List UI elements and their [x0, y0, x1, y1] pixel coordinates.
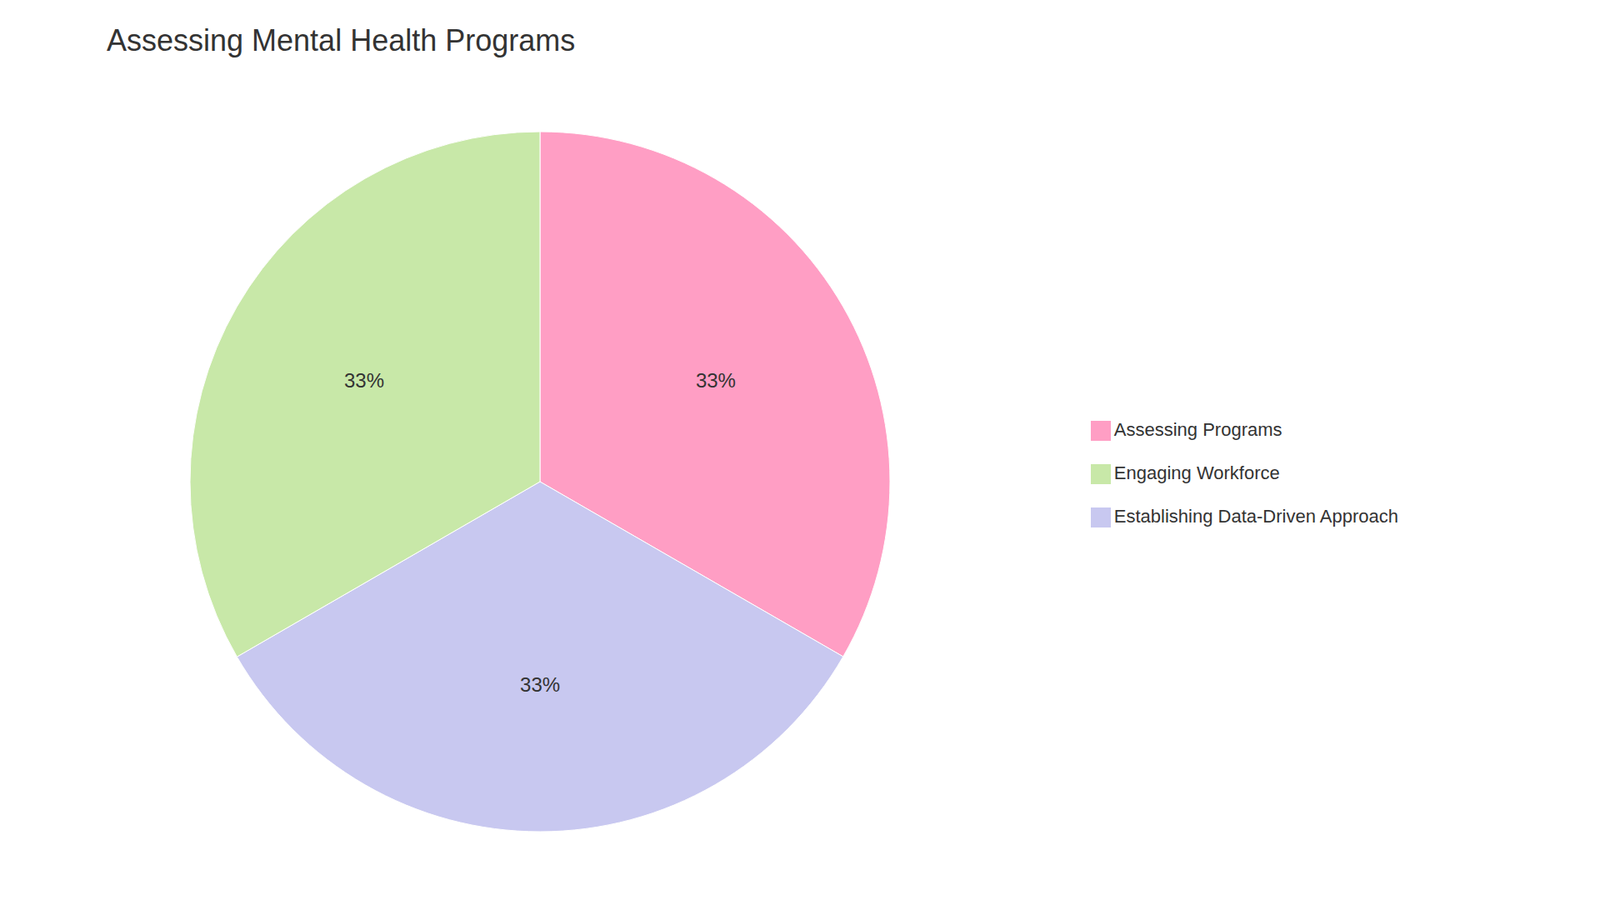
- html-text:Engaging Workforce: Engaging Workforce: [1114, 462, 1280, 484]
- svg-text:33%: 33%: [344, 369, 385, 392]
- html-text:Assessing Mental Health Progra: Assessing Mental Health Programs: [106, 23, 576, 58]
- svg-text:33%: 33%: [520, 673, 560, 696]
- html-text:Establishing Data-Driven Appro: Establishing Data-Driven Approach: [1114, 505, 1399, 527]
- svg-text:33%: 33%: [695, 369, 736, 392]
- html-text:Assessing Programs: Assessing Programs: [1114, 419, 1283, 440]
